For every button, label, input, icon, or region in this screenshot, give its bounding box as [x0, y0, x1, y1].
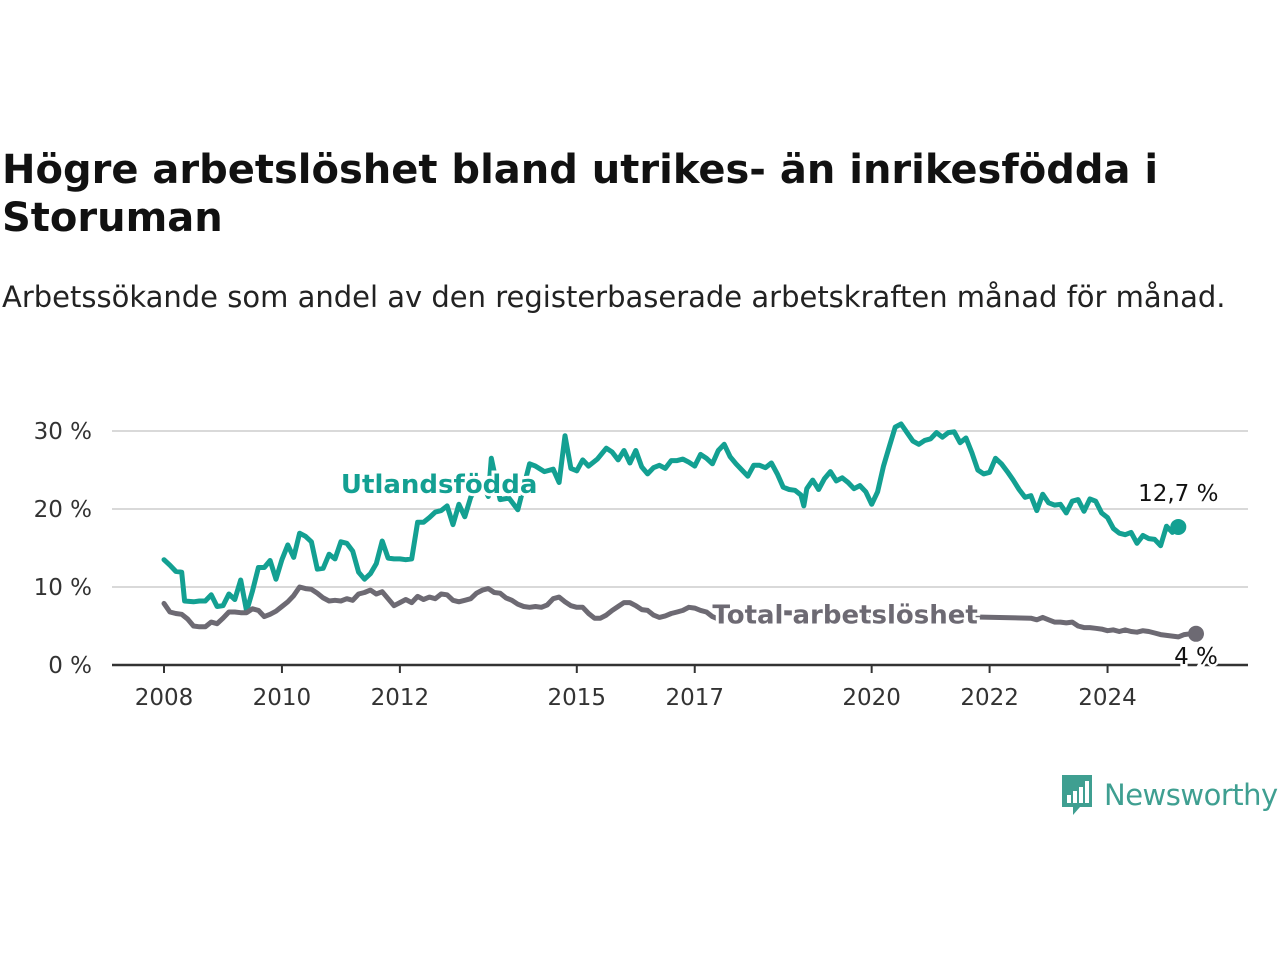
y-axis-ticks: 0 % 10 % 20 % 30 % — [34, 419, 92, 679]
x-tick-label: 2020 — [842, 685, 901, 710]
x-tick-label: 2024 — [1078, 685, 1137, 710]
x-tick-label: 2017 — [665, 685, 724, 710]
series-lines — [161, 421, 1204, 642]
y-tick-label: 0 % — [48, 653, 92, 679]
series-name-label: Utlandsfödda — [341, 470, 538, 500]
y-tick-label: 10 % — [34, 575, 92, 601]
bar-chart-speech-bubble-icon — [1062, 775, 1092, 815]
line-chart: 0 % 10 % 20 % 30 % 2008 2010 2012 2015 2017 2020… — [34, 419, 1248, 710]
y-tick-label: 20 % — [34, 497, 92, 523]
series-end-value-label: 4 % — [1174, 644, 1218, 670]
series-line — [161, 584, 1199, 640]
x-axis-ticks: 2008 2010 2012 2015 2017 2020 2022 2024 — [112, 663, 1248, 710]
series-end-point — [1170, 518, 1187, 535]
series-end-value-label: 12,7 % — [1138, 481, 1218, 507]
x-tick-label: 2012 — [371, 685, 430, 710]
series-line — [161, 421, 1181, 614]
y-tick-label: 30 % — [34, 419, 92, 445]
series-end-point — [1188, 625, 1204, 642]
x-tick-label: 2015 — [548, 685, 607, 710]
newsworthy-logo: Newsworthy — [1060, 772, 1278, 818]
chart-title: Högre arbetslöshet bland utrikes- än inr… — [2, 147, 1159, 241]
x-tick-label: 2008 — [135, 685, 194, 710]
x-tick-label: 2010 — [253, 685, 312, 710]
brand-name: Newsworthy — [1104, 778, 1278, 812]
x-tick-label: 2022 — [960, 685, 1019, 710]
chart-subtitle: Arbetssökande som andel av den registerb… — [2, 280, 1226, 314]
series-labels: Utlandsfödda 12,7 % Total arbetslöshet 4 % — [338, 467, 1221, 672]
series-name-label: Total arbetslöshet — [712, 600, 977, 630]
